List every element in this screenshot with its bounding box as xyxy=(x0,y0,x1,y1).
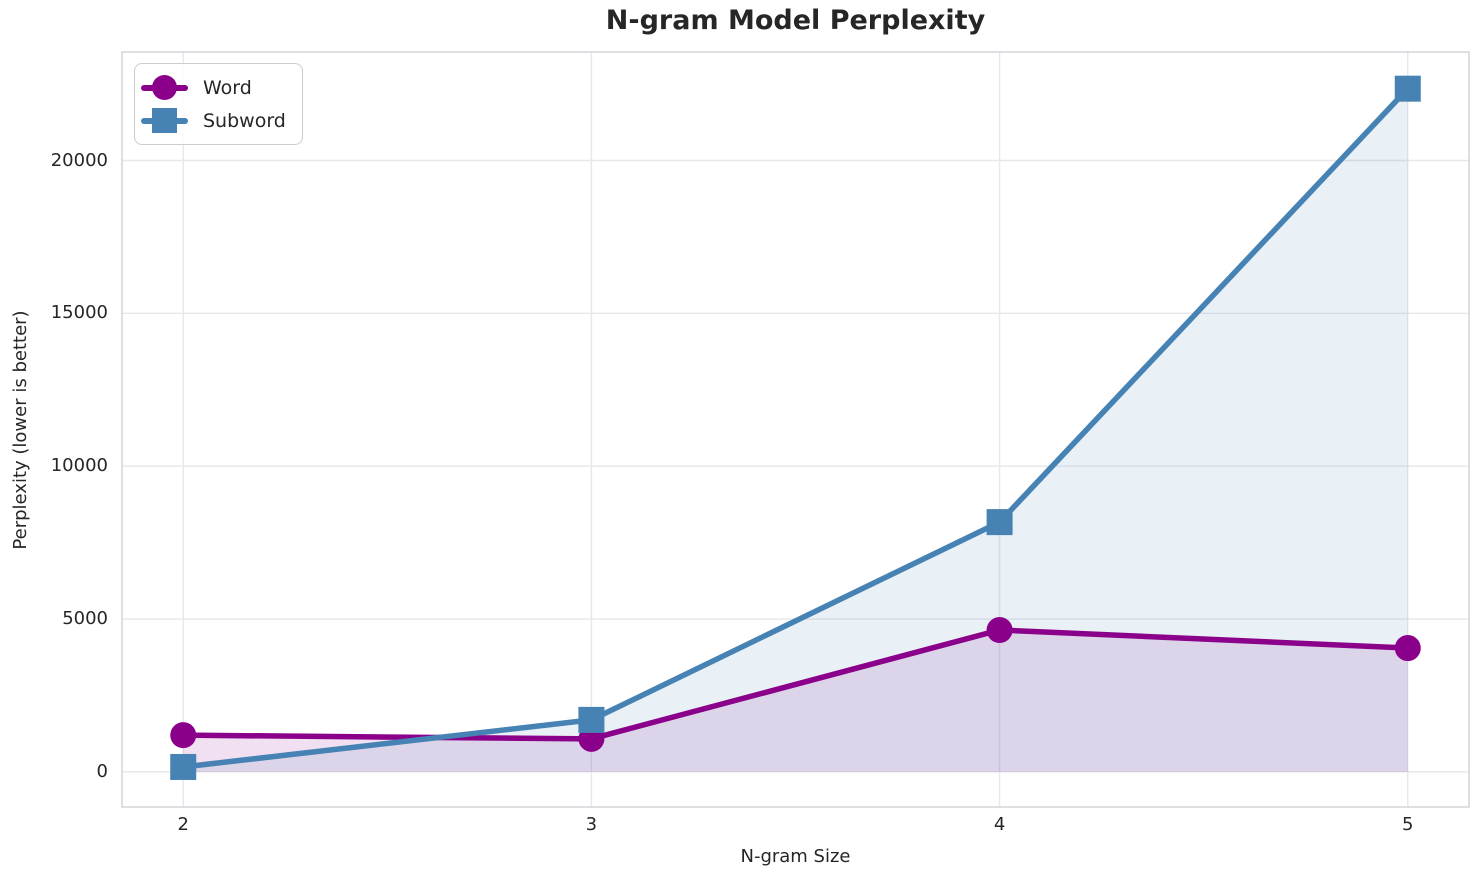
x-tick-label: 5 xyxy=(1402,814,1414,835)
legend-label-subword: Subword xyxy=(203,109,286,132)
legend: Word Subword xyxy=(134,63,303,145)
y-tick-label: 5000 xyxy=(62,608,108,629)
word-series-marker-icon xyxy=(141,74,188,101)
legend-label-word: Word xyxy=(203,76,252,99)
x-tick-label: 4 xyxy=(993,814,1006,835)
subword-series-marker-icon xyxy=(141,107,188,134)
x-tick-label: 2 xyxy=(177,814,189,835)
legend-item-subword: Subword xyxy=(141,104,286,137)
chart-title: N-gram Model Perplexity xyxy=(605,5,986,36)
y-tick-label: 0 xyxy=(96,760,108,782)
y-tick-label: 10000 xyxy=(50,455,108,477)
x-axis-label: N-gram Size xyxy=(740,846,851,867)
y-tick-label: 15000 xyxy=(50,302,108,324)
x-tick-label: 3 xyxy=(585,814,598,835)
y-tick-label: 20000 xyxy=(50,149,108,171)
legend-item-word: Word xyxy=(141,71,286,104)
